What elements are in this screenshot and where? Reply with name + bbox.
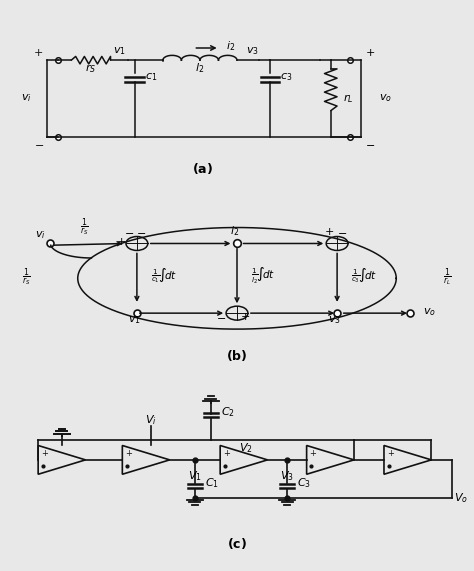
Text: +: +: [387, 449, 393, 458]
Text: $V_2$: $V_2$: [239, 441, 253, 455]
Text: $-$: $-$: [337, 227, 346, 238]
Text: $\mathbf{(a)}$: $\mathbf{(a)}$: [191, 162, 212, 176]
Text: $V_3$: $V_3$: [280, 469, 294, 483]
Text: $-$: $-$: [124, 227, 134, 238]
Text: $-$: $-$: [217, 312, 227, 321]
Text: +: +: [223, 449, 230, 458]
Text: $V_o$: $V_o$: [454, 491, 468, 505]
Text: $v_1$: $v_1$: [113, 45, 126, 57]
Text: +: +: [310, 449, 316, 458]
Text: $v_o$: $v_o$: [379, 93, 392, 104]
Text: $C_2$: $C_2$: [221, 405, 235, 419]
Text: $l_2$: $l_2$: [195, 61, 205, 75]
Text: $v_1$: $v_1$: [128, 315, 141, 326]
Text: $+$: $+$: [324, 226, 334, 238]
Text: $V_1$: $V_1$: [188, 469, 202, 483]
Text: $\frac{1}{c_3}\!\int\! dt$: $\frac{1}{c_3}\!\int\! dt$: [351, 266, 377, 285]
Text: $\frac{1}{r_S}$: $\frac{1}{r_S}$: [80, 218, 89, 239]
Text: +: +: [365, 49, 374, 58]
Text: $v_3$: $v_3$: [246, 45, 259, 57]
Text: +: +: [41, 449, 48, 458]
Text: $v_i$: $v_i$: [35, 230, 46, 242]
Text: $+$: $+$: [240, 311, 250, 321]
Text: $\frac{1}{r_L}$: $\frac{1}{r_L}$: [443, 267, 451, 289]
Text: $\frac{1}{l_2}\!\int\! dt$: $\frac{1}{l_2}\!\int\! dt$: [251, 266, 274, 286]
Text: $+$: $+$: [116, 236, 127, 247]
Text: +: +: [34, 49, 43, 58]
Text: $i_2$: $i_2$: [226, 39, 235, 53]
Text: $C_1$: $C_1$: [205, 476, 219, 490]
Text: $c_3$: $c_3$: [280, 71, 292, 83]
Text: $C_3$: $C_3$: [297, 476, 311, 490]
Text: $\frac{1}{c_1}\!\int\! dt$: $\frac{1}{c_1}\!\int\! dt$: [151, 266, 176, 285]
Text: $v_o$: $v_o$: [423, 307, 436, 319]
Text: $-$: $-$: [34, 139, 44, 148]
Text: $r_L$: $r_L$: [343, 92, 354, 105]
Text: $c_1$: $c_1$: [145, 71, 157, 83]
Text: $V_i$: $V_i$: [145, 413, 156, 427]
Text: $-$: $-$: [137, 227, 146, 238]
Text: $r_S$: $r_S$: [85, 62, 97, 75]
Text: $v_i$: $v_i$: [21, 93, 32, 104]
Text: $\mathbf{(c)}$: $\mathbf{(c)}$: [227, 536, 247, 552]
Text: +: +: [125, 449, 132, 458]
Text: $-$: $-$: [365, 139, 375, 148]
Text: $v_3$: $v_3$: [328, 315, 341, 326]
Text: $\frac{1}{r_S}$: $\frac{1}{r_S}$: [22, 267, 31, 289]
Text: $\mathbf{(b)}$: $\mathbf{(b)}$: [226, 348, 248, 363]
Text: $i_2$: $i_2$: [230, 224, 239, 238]
